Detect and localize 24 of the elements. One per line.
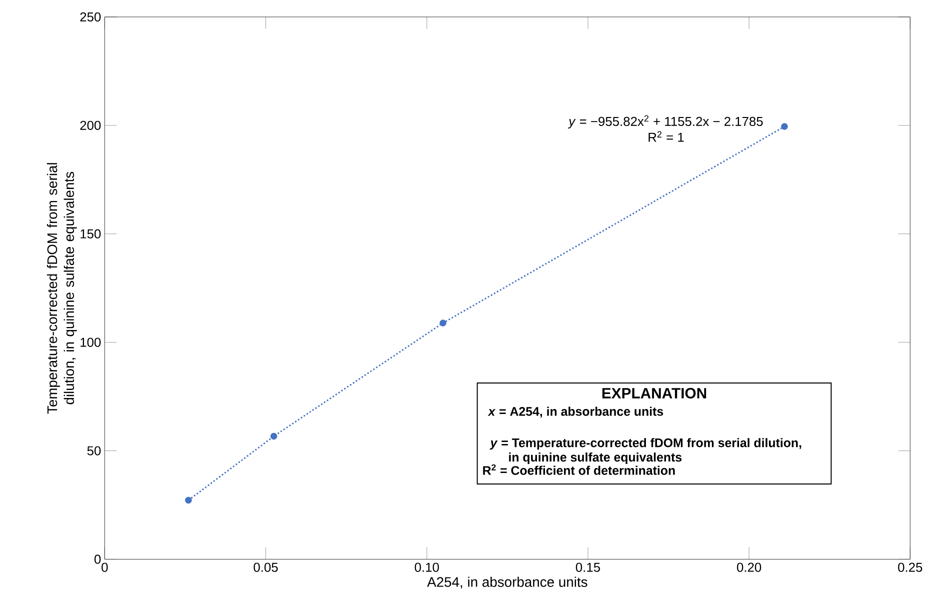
y-tick-label: 50 [87,446,101,456]
x-tick-label: 0.20 [736,562,762,572]
x-axis-title: A254, in absorbance units [427,576,588,589]
point [185,496,192,504]
annotation: EXPLANATION [602,388,706,398]
annotation: y = Temperature-corrected fDOM from serial dilution, in quinine sulfate equivalents [490,438,802,464]
x-tick-label: 0.10 [414,562,439,572]
y-axis-title: Temperature-corrected fDOM from serial dilution, in quinine sulfate equivalents [46,163,77,414]
x-tick-label: 0.05 [254,562,278,572]
point [440,320,446,326]
annotation: R$^{2}$ = Coefficient of determination [483,464,675,475]
x-tick-label: 0.15 [576,562,600,572]
x-tick-label: 0 [102,562,108,572]
annotation: x = A254, in absorbance units [488,406,664,418]
y-tick-label: 200 [80,120,101,130]
point [270,432,278,440]
y-tick-label: 150 [80,229,101,238]
annotation: y = −955.82x$^{2}$ + 1155.2x − 2.1785 [568,115,763,129]
annotation: R$^{2}$ = 1 [648,131,684,142]
point [781,123,788,130]
y-tick-label: 250 [80,12,101,22]
x-tick-label: 0.25 [898,562,922,572]
y-tick-label: 100 [80,338,101,347]
y-tick-label: 0 [94,554,101,564]
